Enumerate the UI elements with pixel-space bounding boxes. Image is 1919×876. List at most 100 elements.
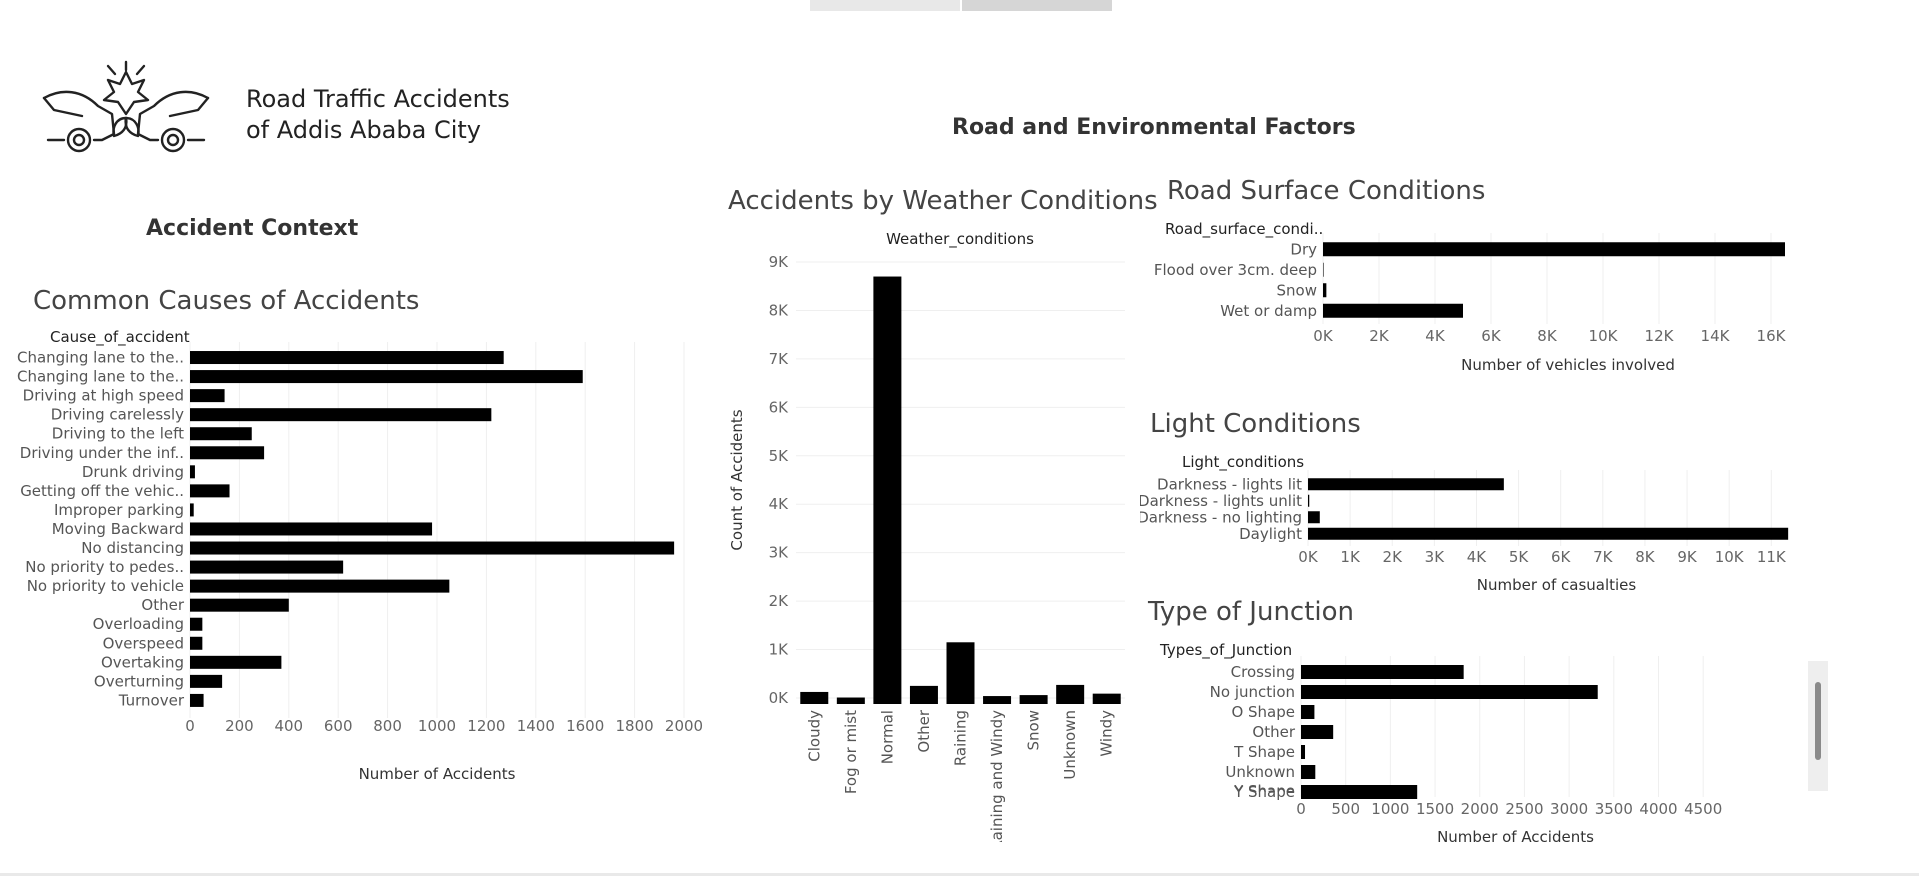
light-tick-label: 5K bbox=[1509, 548, 1530, 566]
causes-bar bbox=[190, 674, 223, 688]
junction-tick-label: 1500 bbox=[1416, 800, 1454, 818]
weather-chart-title: Accidents by Weather Conditions bbox=[728, 186, 1158, 216]
junction-bar bbox=[1301, 705, 1315, 719]
causes-bar bbox=[190, 351, 504, 365]
surface-bar bbox=[1323, 242, 1785, 257]
causes-tick-label: 1600 bbox=[566, 717, 604, 735]
causes-axis-title: Number of Accidents bbox=[359, 765, 516, 783]
weather-tick-label: 5K bbox=[769, 447, 790, 465]
junction-category-label: Y Shape bbox=[1233, 782, 1295, 800]
light-category-label: Darkness - no lighting bbox=[1140, 508, 1302, 526]
light-bar bbox=[1308, 494, 1310, 507]
causes-category-label: Driving carelessly bbox=[51, 406, 184, 424]
junction-bar bbox=[1301, 765, 1316, 779]
causes-tick-label: 1800 bbox=[616, 717, 654, 735]
surface-category-label: Dry bbox=[1290, 240, 1317, 258]
junction-category-label: Other bbox=[1252, 723, 1295, 741]
light-category-label: Darkness - lights lit bbox=[1157, 475, 1302, 493]
surface-category-label: Flood over 3cm. deep bbox=[1154, 261, 1317, 279]
causes-bar bbox=[190, 598, 289, 612]
light-tick-label: 8K bbox=[1635, 548, 1656, 566]
causes-bar bbox=[190, 541, 675, 555]
weather-tick-label: 3K bbox=[769, 544, 790, 562]
junction-bar bbox=[1301, 725, 1334, 739]
weather-tick-label: 2K bbox=[769, 592, 790, 610]
weather-category-label: Fog or mist bbox=[842, 710, 860, 794]
light-tick-label: 1K bbox=[1340, 548, 1361, 566]
light-category-label: Darkness - lights unlit bbox=[1140, 492, 1302, 510]
causes-category-label: Overturning bbox=[94, 672, 184, 690]
top-tab-left[interactable] bbox=[810, 0, 960, 11]
weather-category-label: Normal bbox=[878, 710, 896, 764]
junction-category-label: T Shape bbox=[1233, 743, 1295, 761]
junction-tick-label: 0 bbox=[1296, 800, 1306, 818]
light-dimension-label: Light_conditions bbox=[1182, 453, 1304, 472]
light-tick-label: 7K bbox=[1593, 548, 1614, 566]
weather-bar bbox=[1019, 695, 1048, 704]
weather-bar bbox=[909, 685, 938, 704]
causes-category-label: Driving under the inf.. bbox=[20, 444, 184, 462]
junction-tick-label: 500 bbox=[1331, 800, 1360, 818]
junction-bar bbox=[1301, 785, 1418, 799]
dashboard-title-line2: of Addis Ababa City bbox=[246, 116, 481, 144]
junction-chart-title: Type of Junction bbox=[1148, 597, 1355, 627]
surface-tick-label: 8K bbox=[1537, 327, 1558, 345]
weather-tick-label: 6K bbox=[769, 398, 790, 416]
dashboard-title-line1: Road Traffic Accidents bbox=[246, 85, 510, 113]
surface-tick-label: 16K bbox=[1757, 327, 1787, 345]
surface-tick-label: 6K bbox=[1481, 327, 1502, 345]
causes-tick-label: 200 bbox=[225, 717, 254, 735]
junction-tick-label: 2000 bbox=[1461, 800, 1499, 818]
top-tab-right[interactable] bbox=[962, 0, 1112, 11]
causes-bar bbox=[190, 636, 203, 650]
causes-category-label: Turnover bbox=[118, 691, 185, 709]
weather-bar bbox=[800, 691, 829, 704]
light-category-label: Daylight bbox=[1239, 525, 1302, 543]
light-bar bbox=[1308, 478, 1504, 491]
weather-bar bbox=[1092, 693, 1121, 704]
junction-tick-label: 3500 bbox=[1595, 800, 1633, 818]
causes-bar bbox=[190, 408, 492, 422]
junction-scrollbar-thumb[interactable] bbox=[1815, 682, 1821, 760]
surface-chart: 0K 2K 4K 6K 8K 10K 12K 14K 16K Road_surface_condi… bbox=[1154, 220, 1787, 374]
surface-category-label: Wet or damp bbox=[1220, 302, 1317, 320]
causes-category-label: Driving at high speed bbox=[23, 387, 184, 405]
weather-category-label: Raining bbox=[952, 710, 970, 766]
causes-category-label: Overloading bbox=[93, 615, 184, 633]
weather-axis-title: Count of Accidents bbox=[728, 409, 746, 550]
causes-category-label: Overspeed bbox=[103, 634, 184, 652]
junction-category-label: Unknown bbox=[1225, 763, 1295, 781]
light-bar bbox=[1308, 511, 1320, 524]
causes-bar bbox=[190, 655, 282, 669]
surface-chart-title: Road Surface Conditions bbox=[1167, 176, 1486, 206]
light-tick-label: 4K bbox=[1467, 548, 1488, 566]
bottom-divider bbox=[0, 873, 1919, 876]
junction-bar bbox=[1301, 665, 1464, 679]
surface-tick-label: 2K bbox=[1369, 327, 1390, 345]
surface-bar bbox=[1323, 262, 1324, 277]
light-chart: 0K 1K 2K 3K 4K 5K 6K 7K 8K 9K 10K 11K Light_conditio… bbox=[1140, 453, 1789, 594]
junction-tick-label: 4500 bbox=[1684, 800, 1722, 818]
causes-chart: 0 200 400 600 800 1000 1200 1400 1600 1800 2000 Cau… bbox=[17, 328, 703, 783]
light-tick-label: 6K bbox=[1551, 548, 1572, 566]
causes-category-label: No priority to pedes.. bbox=[25, 558, 184, 576]
causes-tick-label: 800 bbox=[373, 717, 402, 735]
light-tick-label: 9K bbox=[1677, 548, 1698, 566]
causes-category-label: Changing lane to the.. bbox=[17, 368, 184, 386]
causes-chart-title: Common Causes of Accidents bbox=[33, 286, 420, 316]
causes-category-label: Improper parking bbox=[54, 501, 184, 519]
surface-category-label: Snow bbox=[1277, 281, 1317, 299]
weather-tick-label: 4K bbox=[769, 495, 790, 513]
weather-dimension-label: Weather_conditions bbox=[886, 230, 1034, 249]
weather-tick-label: 8K bbox=[769, 301, 790, 319]
light-tick-label: 11K bbox=[1757, 548, 1787, 566]
light-tick-label: 2K bbox=[1383, 548, 1404, 566]
weather-tick-label: 0K bbox=[769, 689, 790, 707]
causes-category-label: Drunk driving bbox=[82, 463, 184, 481]
surface-bar bbox=[1323, 303, 1463, 318]
weather-bar bbox=[946, 642, 975, 704]
surface-tick-label: 14K bbox=[1701, 327, 1731, 345]
causes-tick-label: 1400 bbox=[517, 717, 555, 735]
light-chart-title: Light Conditions bbox=[1150, 409, 1361, 439]
causes-bar bbox=[190, 503, 194, 517]
